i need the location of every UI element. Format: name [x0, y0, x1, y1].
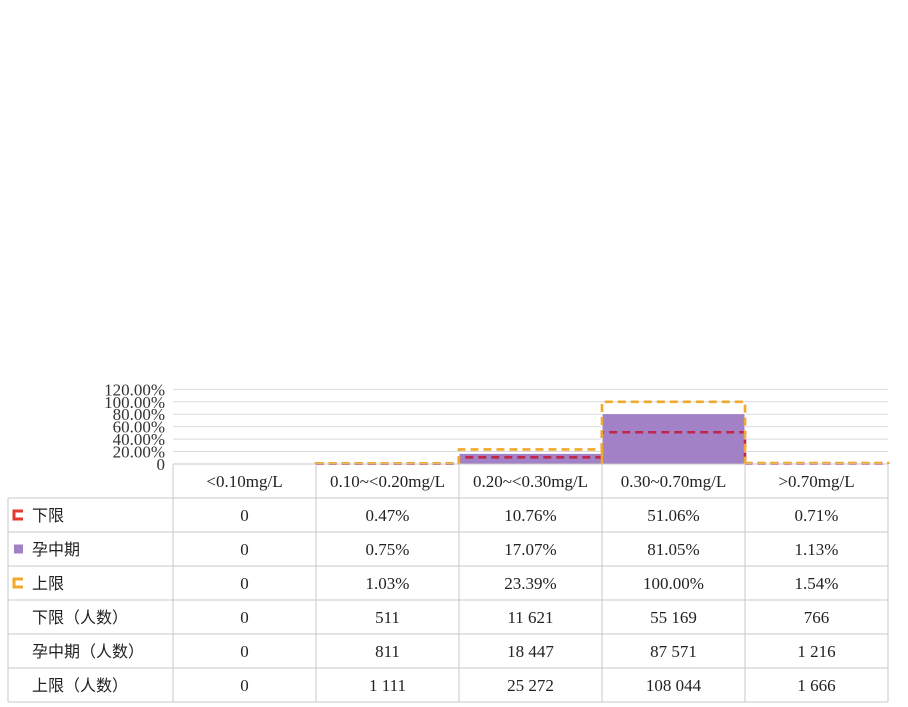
series-row-label: 下限 — [32, 506, 64, 525]
x-tick-label: 0.20~<0.30mg/L — [473, 472, 588, 491]
table-cell-value: 55 169 — [650, 608, 697, 627]
x-tick-label: <0.10mg/L — [206, 472, 282, 491]
table-cell-value: 0 — [240, 574, 249, 593]
table-cell-value: 10.76% — [504, 506, 556, 525]
table-cell-value: 0 — [240, 540, 249, 559]
table-cell-value: 81.05% — [647, 540, 699, 559]
table-cell-value: 1.03% — [366, 574, 410, 593]
count-row-label: 孕中期（人数） — [32, 642, 144, 661]
bar-mid-pregnancy — [601, 413, 746, 465]
y-tick-label: 60.00% — [113, 418, 165, 437]
table-cell-value: 0 — [240, 608, 249, 627]
bar-mid-pregnancy — [458, 452, 603, 465]
data-table: <0.10mg/L 0.10~<0.20mg/L 0.20~<0.30mg/L 0.3… — [7, 463, 889, 703]
step-lines — [314, 400, 890, 466]
table-cell-value: 0.71% — [795, 506, 839, 525]
y-tick-label: 120.00% — [104, 380, 165, 399]
y-tick-label: 0 — [157, 455, 166, 474]
series-row-label: 孕中期 — [32, 540, 80, 559]
x-tick-label: >0.70mg/L — [778, 472, 854, 491]
table-cell-value: 0 — [240, 676, 249, 695]
table-cell-value: 1 666 — [797, 676, 835, 695]
table-cell-value: 51.06% — [647, 506, 699, 525]
legend-key-dashed — [12, 509, 23, 521]
x-tick-label: 0.30~0.70mg/L — [621, 472, 727, 491]
table-cell-value: 1 216 — [797, 642, 835, 661]
table-cell-value: 1.54% — [795, 574, 839, 593]
table-cell-value: 1 111 — [369, 676, 406, 695]
y-tick-label: 20.00% — [113, 443, 165, 462]
table-cell-value: 0.75% — [366, 540, 410, 559]
series-row-label: 上限 — [32, 574, 64, 593]
table-cell-value: 511 — [375, 608, 400, 627]
x-tick-label: 0.10~<0.20mg/L — [330, 472, 445, 491]
step-upper-bound — [457, 448, 604, 464]
table-cell-value: 100.00% — [643, 574, 704, 593]
table-cell-value: 25 272 — [507, 676, 554, 695]
table-cell-value: 17.07% — [504, 540, 556, 559]
table-cell-value: 1.13% — [795, 540, 839, 559]
step-upper-bound — [600, 400, 747, 464]
y-axis-ticks: 020.00%40.00%60.00%80.00%100.00%120.00% — [104, 380, 165, 474]
count-row-label: 下限（人数） — [32, 608, 128, 627]
table-cell-value: 766 — [804, 608, 830, 627]
gridlines — [173, 388, 888, 465]
table-cell-value: 0 — [240, 642, 249, 661]
y-tick-label: 100.00% — [104, 393, 165, 412]
y-tick-label: 80.00% — [113, 405, 165, 424]
table-cell-value: 0.47% — [366, 506, 410, 525]
legend-key-dashed — [12, 577, 23, 589]
legend-key-bar — [14, 544, 23, 554]
y-tick-label: 40.00% — [113, 430, 165, 449]
table-cell-value: 87 571 — [650, 642, 697, 661]
table-cell-value: 811 — [375, 642, 400, 661]
table-cell-value: 11 621 — [507, 608, 553, 627]
table-cell-value: 0 — [240, 506, 249, 525]
count-row-label: 上限（人数） — [32, 676, 128, 695]
table-cell-value: 23.39% — [504, 574, 556, 593]
table-cell-value: 108 044 — [646, 676, 702, 695]
table-cell-value: 18 447 — [507, 642, 554, 661]
